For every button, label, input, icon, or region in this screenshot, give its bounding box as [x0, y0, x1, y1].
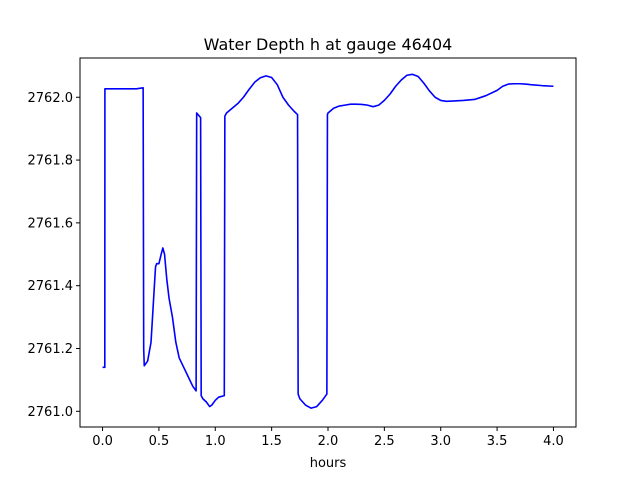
y-tick-label: 2761.8	[28, 154, 74, 169]
y-tick-label: 2762.0	[28, 91, 74, 106]
x-tick-label: 1.0	[205, 434, 226, 449]
x-axis-label: hours	[310, 456, 347, 471]
x-axis-ticks: 0.0 0.5 1.0 1.5 2.0 2.5 3.0 3.5 4.0	[92, 427, 564, 449]
y-tick-label: 2761.0	[28, 405, 74, 420]
axes-frame	[79, 57, 577, 428]
chart-title: Water Depth h at gauge 46404	[204, 35, 453, 54]
x-tick-label: 1.5	[261, 434, 282, 449]
y-tick-label: 2761.6	[28, 216, 74, 231]
x-tick-label: 2.0	[318, 434, 339, 449]
x-tick-label: 3.0	[430, 434, 451, 449]
y-tick-label: 2761.2	[28, 342, 74, 357]
x-tick-label: 0.5	[149, 434, 170, 449]
x-tick-label: 4.0	[543, 434, 564, 449]
plot-area	[102, 73, 554, 409]
x-tick-label: 2.5	[374, 434, 395, 449]
x-tick-label: 0.0	[92, 434, 113, 449]
y-tick-label: 2761.4	[28, 279, 74, 294]
series-line	[102, 73, 554, 409]
y-axis-ticks: 2761.0 2761.2 2761.4 2761.6 2761.8 2762.0	[28, 91, 80, 420]
x-tick-label: 3.5	[487, 434, 508, 449]
